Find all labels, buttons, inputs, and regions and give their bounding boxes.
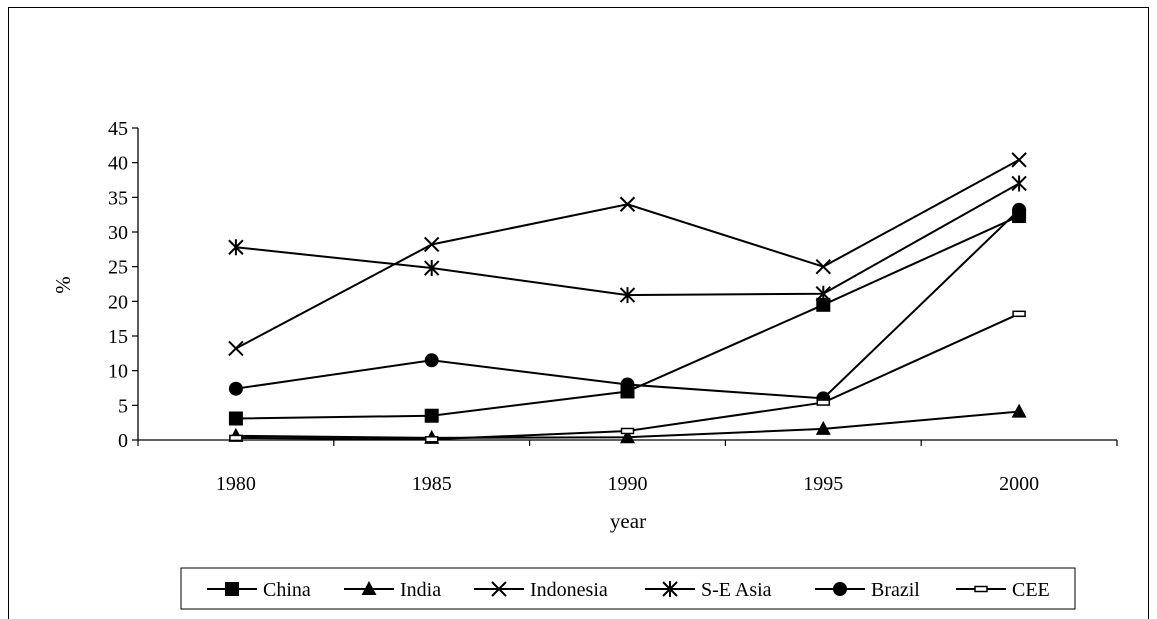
legend-label-cee: CEE: [1012, 579, 1050, 601]
data-point-china: [228, 411, 243, 426]
data-point-china: [816, 297, 831, 312]
data-point-s-e-asia: [1011, 175, 1027, 192]
y-tick-label: 40: [108, 153, 128, 175]
data-point-brazil: [620, 377, 635, 392]
data-point-s-e-asia: [619, 287, 636, 304]
x-tick-label: 2000: [999, 473, 1039, 495]
series-cee: [229, 310, 1026, 443]
legend-item-china: China: [207, 579, 311, 601]
data-point-indonesia: [228, 340, 244, 357]
x-ticks: 1980 1985 1990 1995 2000: [137, 440, 1118, 495]
series-line-brazil: [235, 209, 1020, 400]
data-point-s-e-asia: [815, 285, 832, 302]
y-ticks: 0 5 10 15 20 25 30 35 40 45: [108, 118, 138, 452]
legend-marker-china: [225, 582, 239, 596]
y-tick-label: 5: [118, 395, 128, 417]
y-tick-label: 20: [108, 291, 128, 313]
data-point-india: [815, 420, 831, 435]
y-tick-label: 30: [108, 222, 128, 244]
y-tick-label: 10: [108, 361, 128, 383]
legend-item-s-e-asia: S-E Asia: [645, 579, 772, 601]
y-tick-label: 35: [108, 187, 128, 209]
x-tick-label: 1990: [608, 473, 648, 495]
legend-label-indonesia: Indonesia: [530, 579, 608, 601]
data-point-s-e-asia: [423, 260, 440, 277]
data-point-brazil: [1012, 202, 1027, 217]
series-indonesia: [228, 152, 1027, 357]
y-axis-title: %: [51, 276, 75, 294]
series-line-s-e-asia: [235, 182, 1020, 297]
legend-item-india: India: [344, 579, 441, 601]
series-line-indonesia: [235, 159, 1020, 350]
legend-box: [180, 567, 1076, 610]
x-tick-label: 1985: [412, 473, 452, 495]
legend-item-indonesia: Indonesia: [474, 579, 608, 601]
data-point-brazil: [228, 381, 243, 396]
legend-marker-india: [361, 581, 377, 595]
y-tick-label: 0: [118, 430, 128, 452]
legend-label-s-e-asia: S-E Asia: [701, 579, 772, 601]
legend-marker-cee: [974, 585, 988, 593]
series-line-cee: [235, 312, 1020, 441]
legend: China India Indonesia S-E Asia Brazil CEE: [180, 567, 1076, 610]
legend-label-china: China: [263, 579, 311, 601]
y-tick-label: 45: [108, 118, 128, 140]
y-tick-label: 25: [108, 257, 128, 279]
series-brazil: [228, 202, 1027, 406]
x-axis-title: year: [610, 509, 646, 533]
data-point-indonesia: [815, 258, 832, 275]
chart-frame: [8, 7, 1149, 619]
data-point-cee: [620, 427, 635, 435]
data-point-india: [1011, 403, 1027, 418]
data-point-india: [620, 429, 635, 444]
y-tick-label: 15: [108, 326, 128, 348]
data-point-indonesia: [1011, 152, 1027, 168]
legend-item-cee: CEE: [956, 579, 1050, 601]
data-point-cee: [816, 399, 831, 406]
legend-marker-indonesia: [491, 581, 507, 597]
legend-label-india: India: [400, 579, 441, 601]
legend-item-brazil: Brazil: [815, 579, 920, 601]
data-point-china: [424, 408, 439, 423]
data-point-s-e-asia: [228, 239, 244, 256]
series-layer: [228, 152, 1027, 444]
data-point-cee: [424, 436, 439, 443]
x-tick-label: 1980: [216, 473, 256, 495]
data-point-brazil: [424, 353, 439, 368]
legend-label-brazil: Brazil: [871, 579, 920, 601]
data-point-cee: [229, 434, 243, 442]
data-point-cee: [1012, 310, 1026, 318]
data-point-indonesia: [423, 236, 440, 253]
legend-marker-brazil: [833, 582, 847, 596]
x-tick-label: 1995: [803, 473, 843, 495]
series-s-e-asia: [228, 175, 1027, 304]
data-point-indonesia: [619, 196, 636, 212]
legend-marker-s-e-asia: [662, 581, 678, 597]
